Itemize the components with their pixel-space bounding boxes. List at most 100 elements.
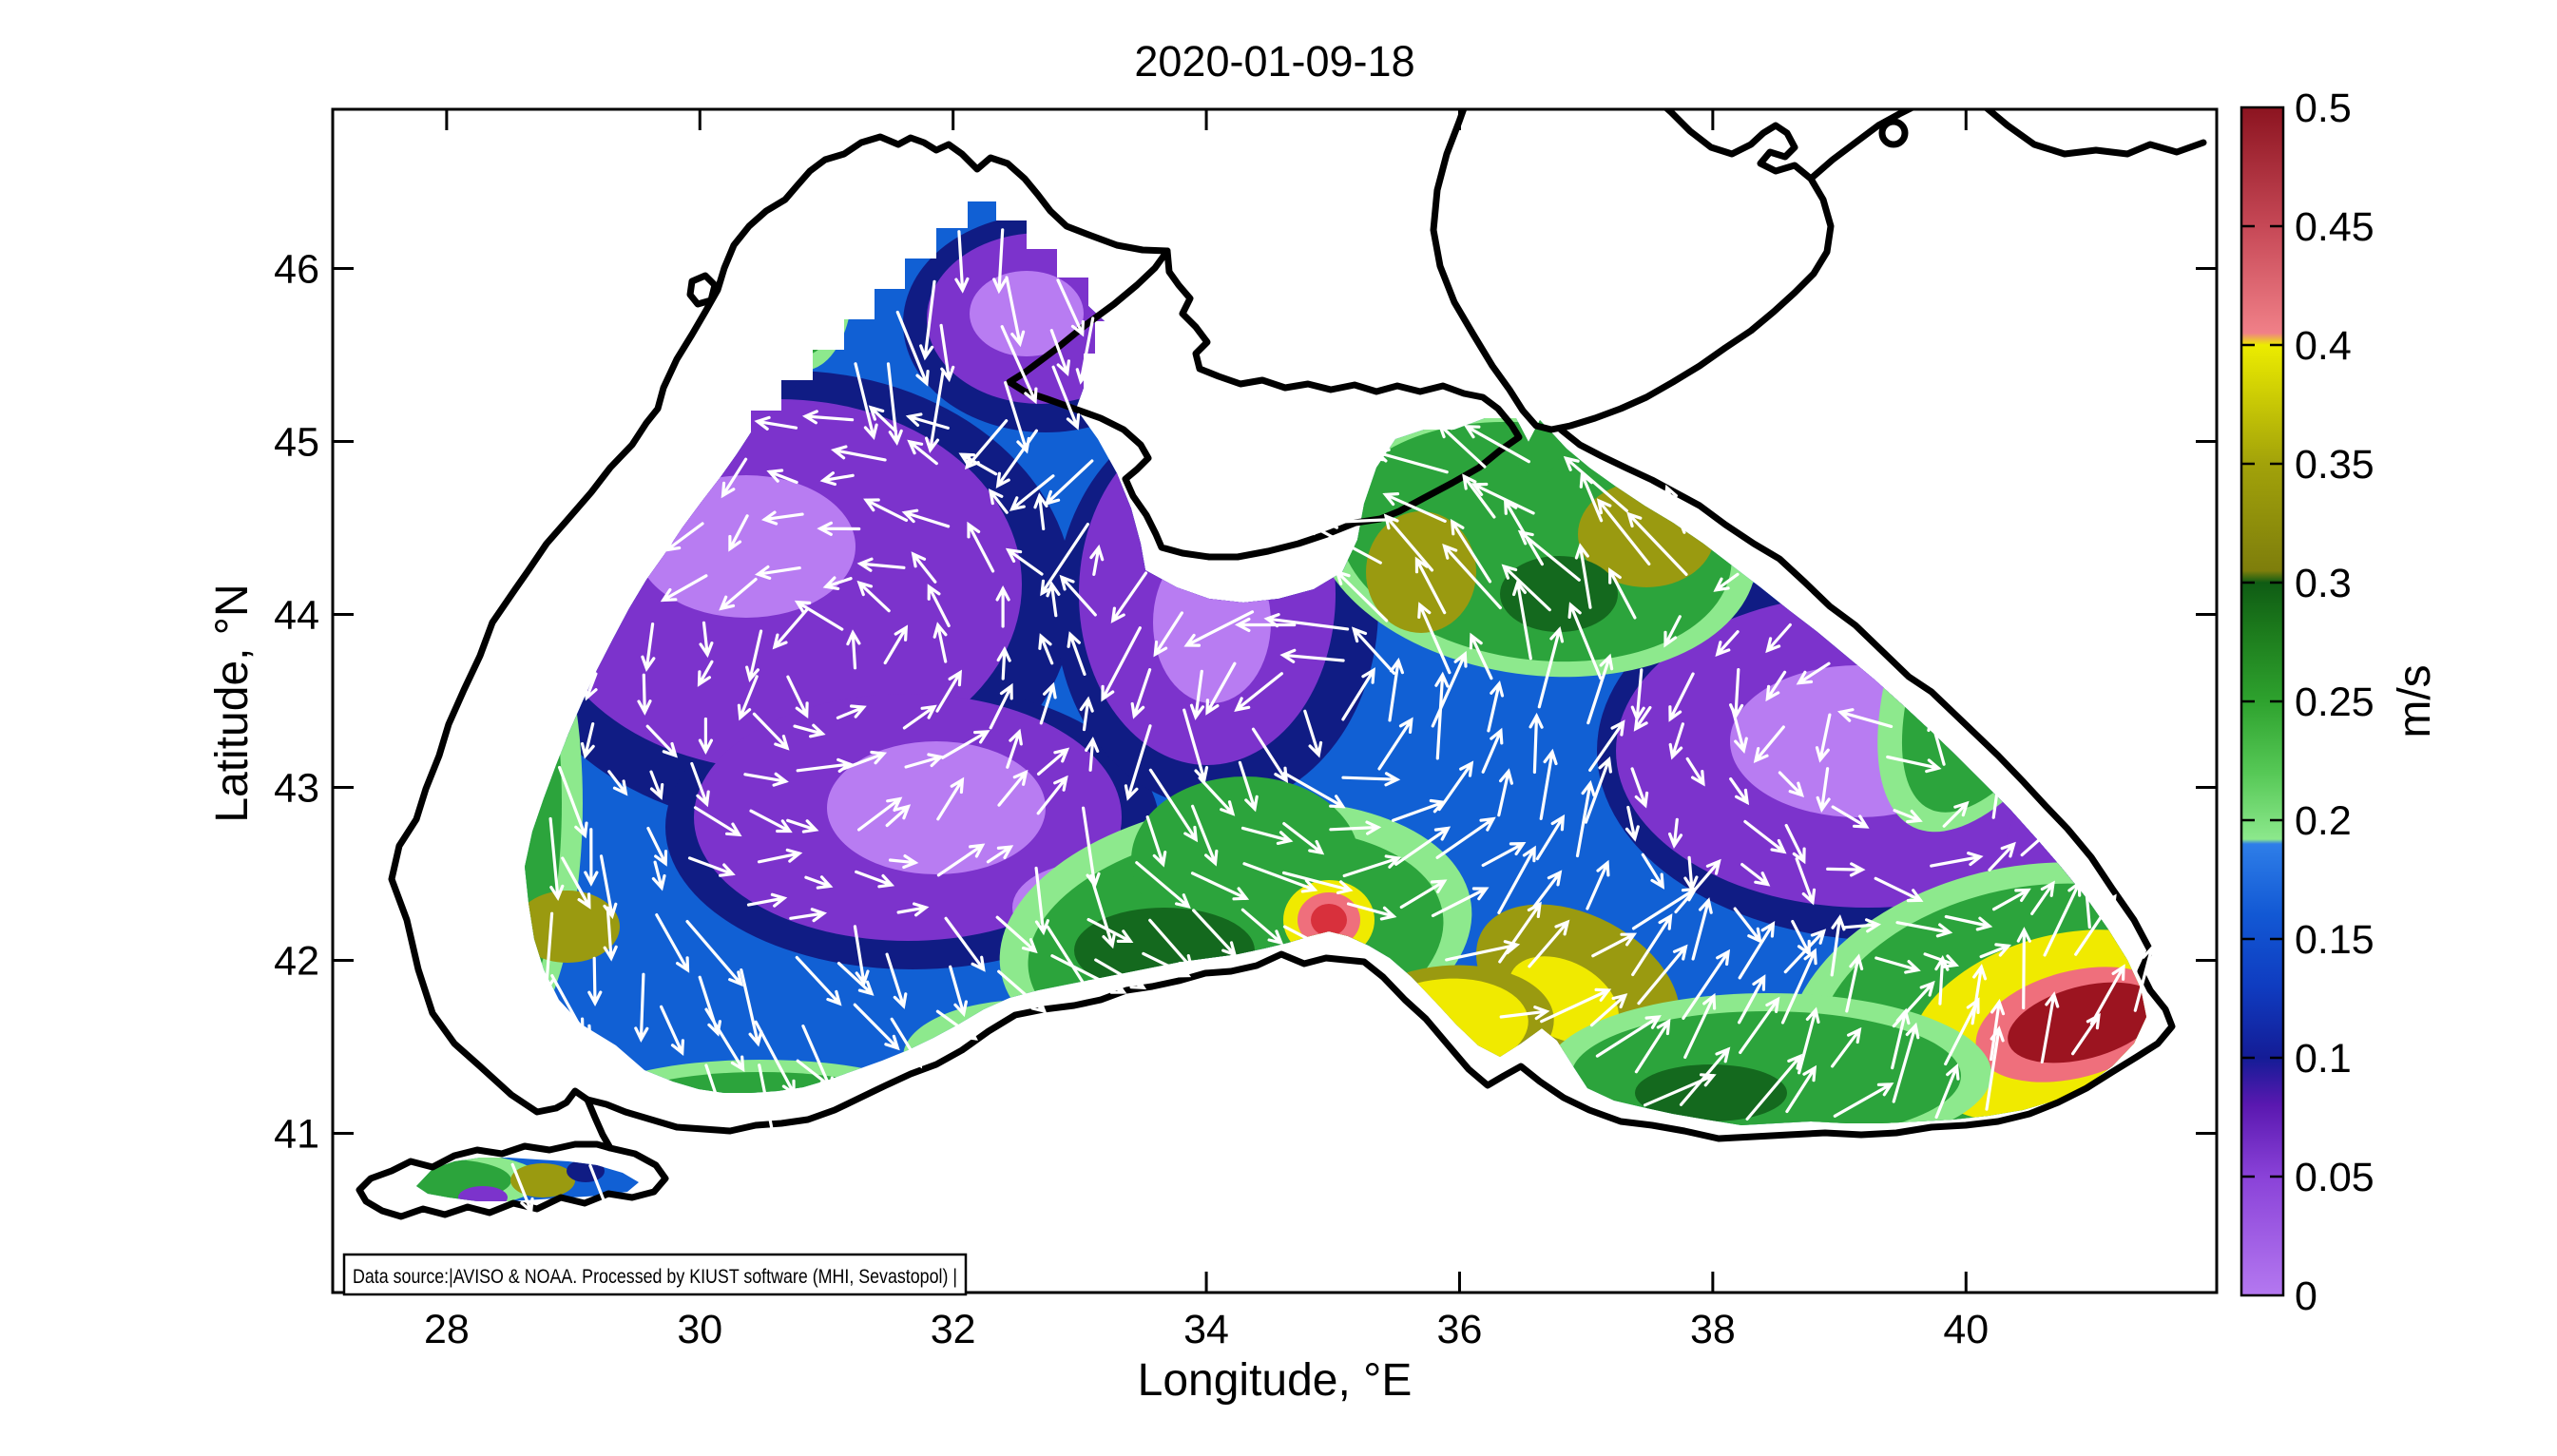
- coastline-caucasus-anatolia: [584, 426, 2176, 1142]
- colorbar-tick-label: 0.1: [2295, 1036, 2352, 1082]
- current-arrow: [1005, 276, 1026, 348]
- current-arrow: [1110, 571, 1148, 623]
- current-arrow: [1668, 817, 1683, 850]
- current-arrow: [754, 565, 801, 580]
- current-arrow: [603, 906, 618, 962]
- current-arrow: [907, 439, 938, 466]
- current-arrow: [995, 915, 1038, 954]
- current-arrow: [793, 723, 826, 738]
- current-arrow: [740, 968, 763, 1047]
- current-arrow: [895, 310, 930, 387]
- current-arrow: [1715, 630, 1740, 657]
- current-arrow: [794, 600, 844, 631]
- current-arrow: [1743, 819, 1787, 854]
- current-arrow: [1668, 722, 1684, 760]
- current-arrow: [697, 660, 714, 687]
- current-arrow: [853, 925, 870, 987]
- current-arrow: [1595, 1015, 1662, 1058]
- current-arrow: [1190, 872, 1250, 901]
- x-tick-label: 36: [1437, 1307, 1483, 1352]
- current-arrow: [754, 415, 798, 431]
- current-arrow: [637, 673, 652, 716]
- current-arrow: [856, 557, 906, 572]
- current-arrow: [664, 522, 704, 552]
- current-arrow: [655, 913, 690, 973]
- current-vectors: [510, 228, 2157, 1241]
- current-arrow: [1537, 625, 1565, 709]
- current-arrow: [868, 405, 898, 433]
- current-arrow: [1886, 755, 1942, 774]
- current-arrow: [1240, 908, 1284, 946]
- y-tick-label: 41: [274, 1112, 319, 1158]
- current-arrow: [986, 845, 1014, 864]
- current-arrow: [1927, 715, 1946, 766]
- current-arrow: [795, 955, 842, 1006]
- current-arrow: [896, 902, 930, 917]
- current-arrow: [651, 860, 666, 891]
- current-arrow: [796, 1059, 845, 1098]
- field-purple: [458, 1186, 508, 1201]
- current-arrow: [1079, 696, 1094, 732]
- current-arrow: [1198, 776, 1236, 816]
- current-arrow: [1462, 473, 1496, 519]
- current-arrow: [754, 1020, 796, 1097]
- current-arrow: [1895, 921, 1953, 938]
- current-arrow: [854, 362, 878, 441]
- field-red-spot: [1311, 904, 1347, 936]
- colorbar: 0 0.05 0.1 0.15 0.2 0.25 0.3 0.35 0.4 0.45 0.5 m/s: [2240, 86, 2440, 1319]
- current-arrow: [1487, 680, 1505, 733]
- y-tick-label: 44: [274, 592, 319, 638]
- current-arrow: [1683, 855, 1699, 892]
- current-arrow: [1189, 669, 1204, 720]
- colorbar-tick-label: 0.3: [2295, 561, 2352, 606]
- current-arrow: [1944, 997, 1980, 1066]
- coastline-azov-loop: [1878, 118, 1909, 148]
- current-arrow: [846, 629, 861, 670]
- current-arrow: [1145, 815, 1167, 868]
- coastline-dniester-liman: [686, 272, 719, 308]
- y-tick-label: 45: [274, 419, 319, 465]
- current-arrow: [902, 704, 937, 730]
- current-arrow: [927, 584, 951, 627]
- current-arrow: [746, 892, 788, 908]
- current-arrow: [1934, 1063, 1960, 1120]
- current-arrow: [2089, 964, 2125, 1025]
- current-arrow: [885, 804, 912, 828]
- current-arrow: [836, 704, 867, 719]
- current-arrow: [1056, 278, 1085, 337]
- current-arrow: [1596, 498, 1651, 565]
- current-arrow: [1481, 842, 1527, 868]
- current-arrow: [1124, 724, 1152, 801]
- current-arrow: [580, 722, 595, 759]
- current-arrow: [1469, 632, 1493, 680]
- current-arrow: [1148, 918, 1194, 970]
- current-arrow: [1891, 1007, 1911, 1070]
- current-arrow: [646, 827, 668, 867]
- current-arrow: [1282, 871, 1354, 894]
- plot-border: [331, 107, 2219, 1294]
- current-arrow: [2030, 880, 2055, 915]
- coastlines: [356, 109, 2207, 1220]
- current-arrow: [1575, 779, 1596, 858]
- current-arrow: [1046, 925, 1092, 997]
- current-arrow: [1059, 574, 1097, 617]
- current-arrow: [1499, 1006, 1550, 1021]
- current-arrow: [935, 1009, 978, 1041]
- current-arrow: [1148, 768, 1199, 843]
- current-arrow: [1374, 448, 1449, 474]
- current-arrow: [936, 776, 965, 821]
- current-arrow: [1383, 513, 1434, 572]
- current-arrow: [1784, 823, 1806, 865]
- current-arrow: [1535, 814, 1566, 861]
- current-arrow: [721, 457, 748, 499]
- current-arrow: [996, 645, 1011, 680]
- field-olive: [1366, 511, 1476, 633]
- current-arrow: [1528, 712, 1544, 775]
- x-axis-label: Longitude, °E: [1138, 1355, 1413, 1406]
- current-arrow: [1037, 747, 1070, 776]
- colorbar-tick-label: 0: [2295, 1274, 2317, 1319]
- current-arrow: [737, 675, 759, 721]
- current-arrow: [1625, 805, 1640, 842]
- current-arrow: [1713, 572, 1740, 592]
